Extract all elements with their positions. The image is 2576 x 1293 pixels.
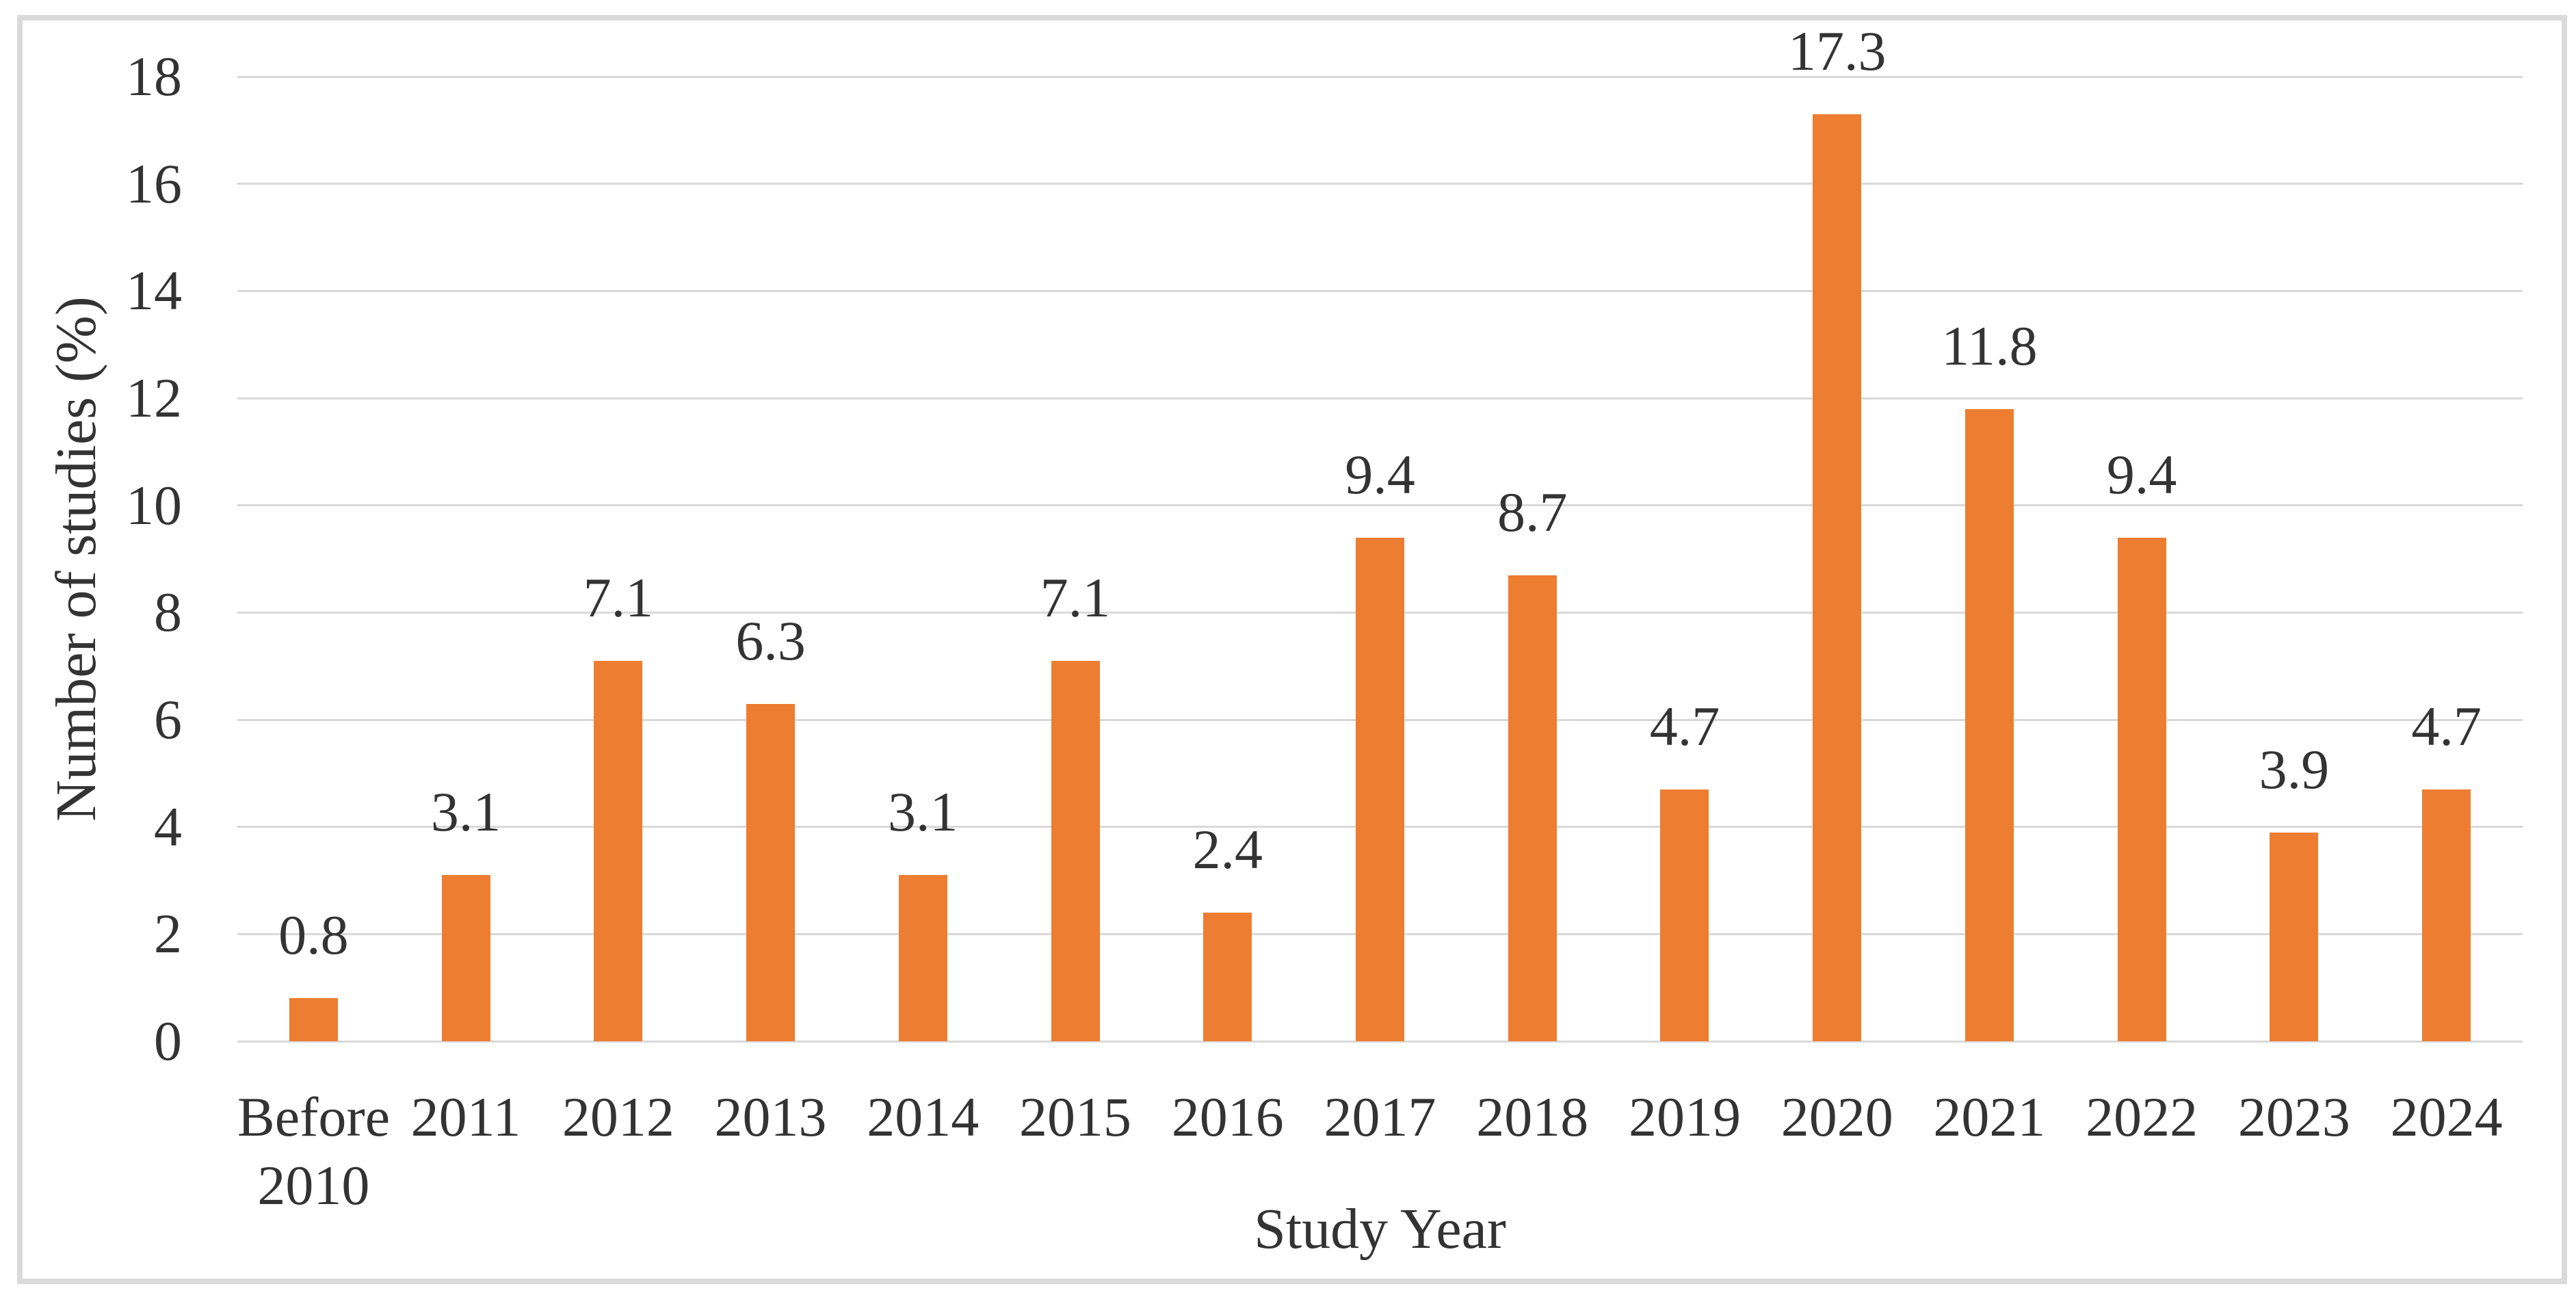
bar xyxy=(1964,408,2014,1041)
x-tick-label: 2017 xyxy=(1324,1086,1436,1148)
y-tick-label: 12 xyxy=(126,367,182,429)
x-tick-label: 2016 xyxy=(1171,1086,1284,1148)
bar xyxy=(2117,537,2166,1041)
gridline xyxy=(237,183,2523,185)
bar-value-label: 0.8 xyxy=(278,904,349,967)
bar xyxy=(594,660,643,1041)
bar xyxy=(1051,660,1100,1041)
x-tick-label: 2024 xyxy=(2390,1086,2503,1148)
gridline xyxy=(237,504,2523,507)
x-tick-label: 2014 xyxy=(867,1086,980,1148)
bar-value-label: 8.7 xyxy=(1497,480,1568,543)
y-tick-label: 14 xyxy=(126,259,182,322)
y-tick-label: 16 xyxy=(126,152,182,215)
bar xyxy=(1508,575,1557,1041)
x-tick-label: 2015 xyxy=(1019,1086,1132,1148)
y-tick-label: 8 xyxy=(154,581,182,644)
bar xyxy=(898,875,947,1041)
bar xyxy=(1660,789,1709,1041)
y-tick-label: 6 xyxy=(154,688,182,750)
bar-value-label: 11.8 xyxy=(1941,314,2038,377)
x-tick-label: 2022 xyxy=(2086,1086,2198,1148)
bar xyxy=(441,875,490,1041)
x-tick-label: 2021 xyxy=(1933,1086,2046,1148)
bar-value-label: 7.1 xyxy=(583,566,654,629)
bar-value-label: 3.1 xyxy=(430,781,501,844)
bar xyxy=(1203,913,1252,1041)
bar-value-label: 9.4 xyxy=(2106,443,2177,506)
gridline xyxy=(237,1040,2523,1043)
bar xyxy=(1356,537,1404,1041)
bar xyxy=(1813,114,1862,1041)
x-tick-label: 2013 xyxy=(714,1086,827,1148)
x-tick-label: 2019 xyxy=(1628,1086,1741,1148)
bar xyxy=(289,998,338,1041)
bar-value-label: 7.1 xyxy=(1040,566,1111,629)
bar-value-label: 4.7 xyxy=(1649,694,1720,757)
bar-value-label: 9.4 xyxy=(1345,443,1415,506)
bar-value-label: 2.4 xyxy=(1192,818,1263,880)
y-tick-label: 0 xyxy=(154,1010,182,1072)
x-axis-title: Study Year xyxy=(1254,1197,1506,1261)
bar-value-label: 6.3 xyxy=(735,609,806,672)
x-tick-label: 2012 xyxy=(562,1086,674,1148)
bar xyxy=(2422,789,2471,1041)
bar-value-label: 4.7 xyxy=(2411,694,2482,757)
bar xyxy=(2270,832,2319,1041)
y-tick-label: 18 xyxy=(126,45,182,107)
gridline xyxy=(237,289,2523,292)
bar-value-label: 3.1 xyxy=(888,781,958,844)
y-tick-label: 10 xyxy=(126,473,182,536)
bar-value-label: 3.9 xyxy=(2259,737,2330,800)
x-tick-label: 2023 xyxy=(2237,1086,2350,1148)
bar-value-label: 17.3 xyxy=(1787,19,1887,82)
x-tick-label: 2020 xyxy=(1780,1086,1893,1148)
x-tick-label: 2011 xyxy=(410,1086,521,1148)
x-tick-label: Before 2010 xyxy=(237,1086,391,1216)
x-tick-label: 2018 xyxy=(1476,1086,1589,1148)
bar xyxy=(746,703,796,1041)
y-tick-label: 2 xyxy=(154,902,182,965)
y-tick-label: 4 xyxy=(154,795,182,858)
gridline xyxy=(237,397,2523,400)
gridline xyxy=(237,75,2523,78)
